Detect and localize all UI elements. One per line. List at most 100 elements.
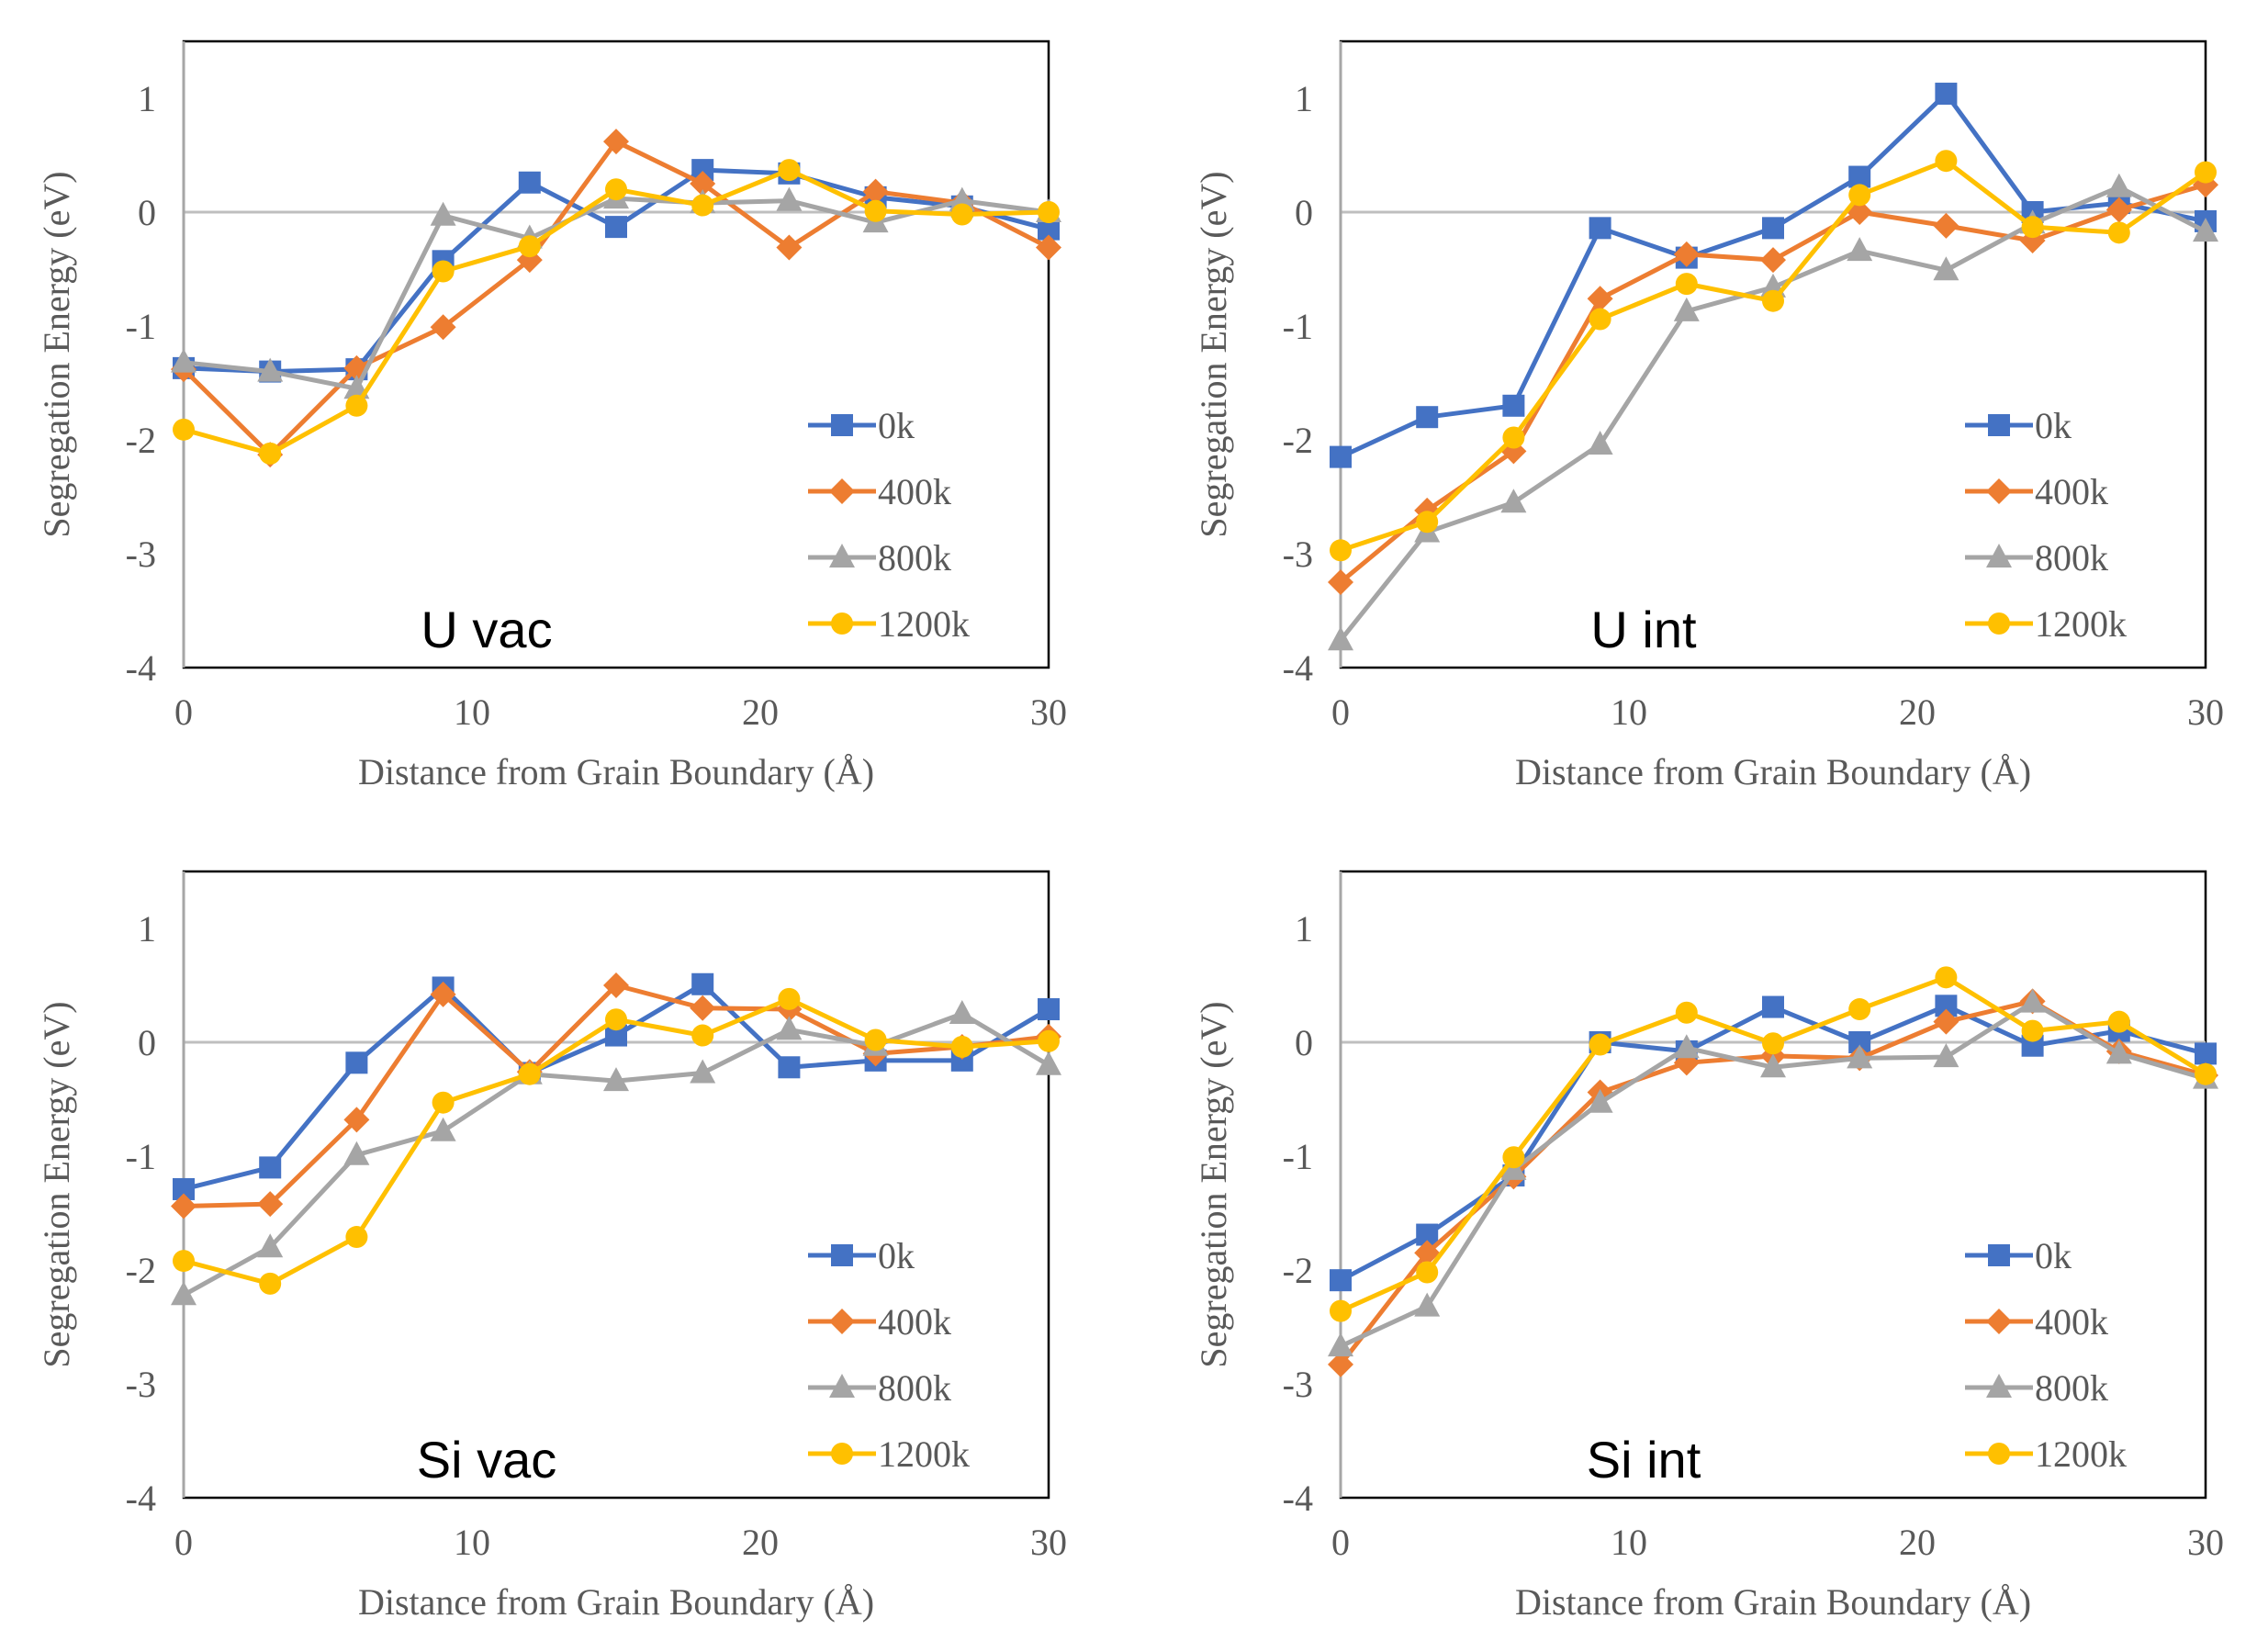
legend-item-800k: 800k [1965, 537, 2108, 579]
data-point-400k [603, 129, 629, 155]
data-point-400k [430, 314, 456, 341]
data-point-1200k [1416, 1261, 1439, 1284]
y-tick-label: -4 [126, 1478, 156, 1519]
legend-swatch-marker [829, 1374, 855, 1398]
x-tick-label: 20 [742, 1522, 779, 1563]
series-1200k [173, 987, 1060, 1295]
data-point-400k [343, 1107, 370, 1133]
data-point-1200k [2107, 221, 2130, 244]
y-tick-label: -1 [1283, 1136, 1313, 1177]
data-point-1200k [1935, 966, 1958, 989]
data-point-1200k [173, 418, 195, 441]
legend-label: 0k [2035, 405, 2072, 446]
legend-swatch-marker [829, 478, 855, 504]
x-tick-label: 0 [174, 1522, 193, 1563]
data-point-800k [171, 348, 197, 373]
legend-swatch-marker [1986, 1309, 2012, 1334]
legend-item-1200k: 1200k [808, 1433, 970, 1475]
data-point-800k [1587, 1088, 1613, 1113]
y-tick-label: -4 [126, 647, 156, 689]
series-line-1200k [1339, 974, 2207, 1313]
data-point-800k [2105, 1040, 2132, 1064]
data-point-1200k [1502, 1146, 1525, 1169]
data-point-800k [1933, 256, 1959, 281]
y-tick-label: 0 [138, 1022, 156, 1063]
data-point-400k [1587, 286, 1613, 312]
series-line-800k [182, 1011, 1050, 1298]
data-point-1200k [1330, 1299, 1352, 1322]
data-point-800k [2019, 988, 2046, 1013]
legend-item-0k: 0k [1965, 405, 2072, 446]
data-point-1200k [2195, 161, 2217, 184]
data-point-0k [605, 216, 627, 239]
data-point-0k [1330, 445, 1352, 468]
x-axis-title: Distance from Grain Boundary (Å) [358, 1581, 874, 1623]
data-point-800k [1760, 1053, 1786, 1078]
legend-swatch-marker [1986, 544, 2012, 568]
series-1200k [1330, 150, 2217, 562]
data-point-400k [603, 972, 629, 998]
legend-swatch-marker [1988, 612, 2010, 635]
legend-label: 800k [878, 537, 951, 579]
data-point-1200k [1762, 289, 1784, 312]
data-point-1200k [1330, 539, 1352, 562]
data-point-1200k [173, 1250, 195, 1273]
legend-item-400k: 400k [808, 471, 951, 512]
data-point-400k [430, 981, 456, 1007]
data-point-1200k [432, 260, 455, 283]
legend-label: 400k [878, 1301, 951, 1343]
series-1200k [173, 159, 1060, 465]
panel-label: Si int [1587, 1431, 1701, 1489]
legend-label: 400k [2035, 471, 2108, 512]
panel-label: U int [1590, 601, 1697, 658]
data-point-800k [257, 357, 284, 382]
series-1200k [1330, 966, 2217, 1322]
data-point-0k [1762, 995, 1784, 1018]
legend-swatch-marker [831, 1244, 853, 1266]
y-tick-label: -3 [1283, 1364, 1313, 1405]
x-tick-label: 20 [1899, 1522, 1936, 1563]
data-point-1200k [518, 1062, 541, 1085]
data-point-1200k [778, 159, 801, 182]
y-tick-label: -3 [1283, 534, 1313, 575]
data-point-1200k [2107, 1010, 2130, 1033]
data-point-800k [1500, 489, 1527, 513]
series-800k [1328, 988, 2218, 1357]
data-point-0k [2195, 1042, 2217, 1065]
legend-swatch-marker [829, 1309, 855, 1334]
data-point-800k [1847, 1044, 1873, 1069]
data-point-400k [1036, 234, 1061, 261]
data-point-1200k [1848, 184, 1871, 207]
legend-item-1200k: 1200k [1965, 1433, 2127, 1475]
legend-label: 0k [878, 405, 915, 446]
data-point-800k [1673, 1034, 1700, 1059]
x-tick-label: 10 [454, 1522, 490, 1563]
data-point-1200k [691, 194, 714, 217]
legend-item-800k: 800k [808, 537, 951, 579]
legend-label: 400k [2035, 1301, 2108, 1343]
legend-item-400k: 400k [808, 1301, 951, 1343]
y-axis-title: Segregation Energy (eV) [1193, 1001, 1234, 1367]
data-point-800k [949, 1000, 975, 1024]
legend-item-1200k: 1200k [808, 603, 970, 645]
data-point-1200k [605, 178, 627, 201]
y-tick-label: 0 [138, 192, 156, 233]
data-point-1200k [1502, 426, 1525, 449]
y-tick-label: 1 [138, 908, 156, 950]
data-point-400k [1328, 569, 1353, 595]
y-tick-label: -1 [126, 1136, 156, 1177]
data-point-1200k [2021, 1019, 2044, 1042]
x-tick-label: 30 [1030, 691, 1067, 733]
x-axis-title: Distance from Grain Boundary (Å) [1515, 751, 2031, 792]
data-point-800k [2193, 218, 2218, 242]
y-tick-label: -1 [126, 306, 156, 347]
data-point-400k [1414, 1240, 1441, 1266]
legend-label: 0k [878, 1235, 915, 1276]
legend-item-800k: 800k [808, 1367, 951, 1409]
data-point-800k [1673, 297, 1700, 321]
y-tick-label: -4 [1283, 1478, 1313, 1519]
data-point-1200k [1589, 308, 1611, 331]
legend-swatch-marker [831, 612, 853, 635]
